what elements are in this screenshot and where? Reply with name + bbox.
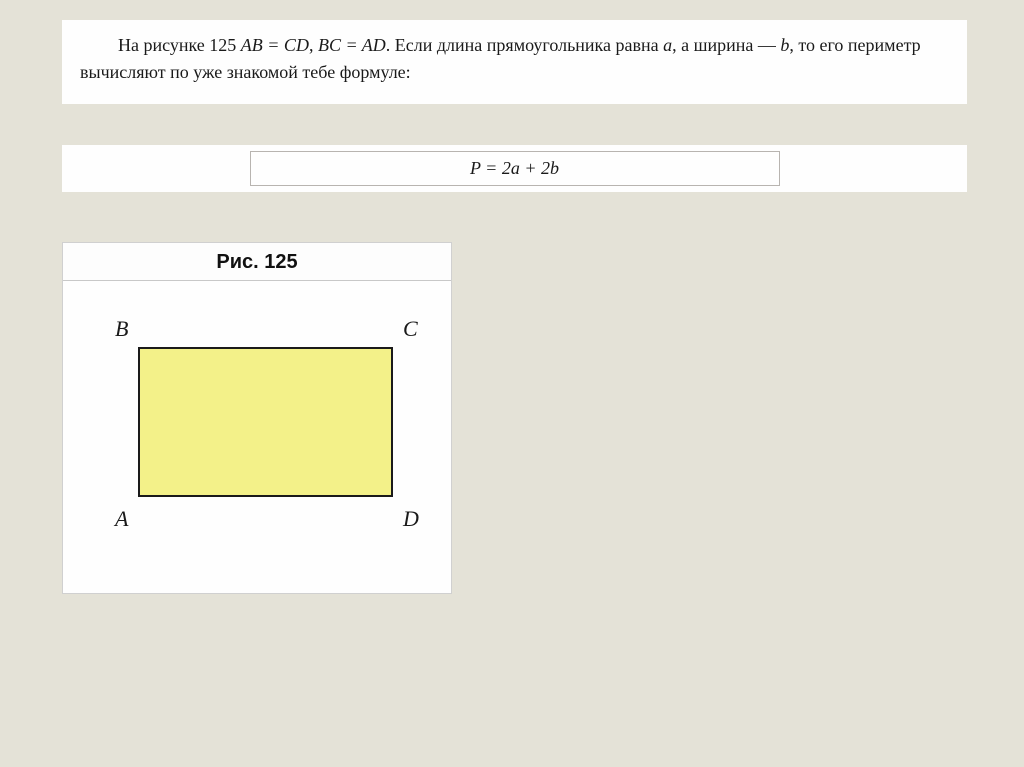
problem-paragraph: На рисунке 125 AB = CD, BC = AD. Если дл… xyxy=(80,32,949,86)
rectangle-shape xyxy=(138,347,393,497)
formula-block: P = 2a + 2b xyxy=(62,145,967,192)
text-separator: , xyxy=(309,35,318,55)
variable-a: a xyxy=(663,35,672,55)
equation-ab-cd: AB = CD xyxy=(241,35,309,55)
perimeter-formula: P = 2a + 2b xyxy=(250,151,780,186)
vertex-label-d: D xyxy=(403,506,419,532)
text-segment: . Если длина прямоугольника равна xyxy=(386,35,663,55)
equation-bc-ad: BC = AD xyxy=(318,35,386,55)
vertex-label-c: C xyxy=(403,316,418,342)
vertex-label-b: B xyxy=(115,316,128,342)
text-segment: , а ширина — xyxy=(672,35,780,55)
figure-body: B C A D xyxy=(63,281,451,591)
problem-text-block: На рисунке 125 AB = CD, BC = AD. Если дл… xyxy=(62,20,967,104)
text-segment: На рисунке 125 xyxy=(118,35,241,55)
figure-125: Рис. 125 B C A D xyxy=(62,242,452,594)
figure-title: Рис. 125 xyxy=(63,243,451,281)
vertex-label-a: A xyxy=(115,506,128,532)
